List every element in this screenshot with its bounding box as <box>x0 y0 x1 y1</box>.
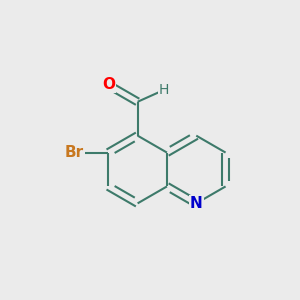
Text: N: N <box>190 196 203 211</box>
Text: H: H <box>159 83 169 97</box>
Text: Br: Br <box>65 145 84 160</box>
Text: O: O <box>102 77 115 92</box>
